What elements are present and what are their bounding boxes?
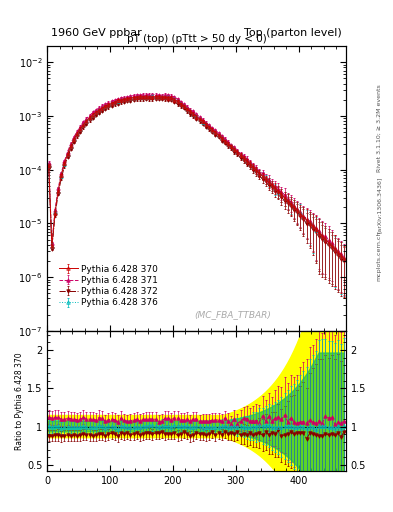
Text: 1960 GeV ppbar: 1960 GeV ppbar: [51, 28, 142, 38]
Text: [arXiv:1306.3436]: [arXiv:1306.3436]: [377, 177, 382, 233]
Legend: Pythia 6.428 370, Pythia 6.428 371, Pythia 6.428 372, Pythia 6.428 376: Pythia 6.428 370, Pythia 6.428 371, Pyth…: [58, 263, 160, 309]
Text: mcplots.cern.ch: mcplots.cern.ch: [377, 231, 382, 281]
Title: pT (top) (pTtt > 50 dy < 0): pT (top) (pTtt > 50 dy < 0): [127, 34, 266, 44]
Text: (MC_FBA_TTBAR): (MC_FBA_TTBAR): [194, 310, 271, 319]
Text: Rivet 3.1.10; ≥ 3.2M events: Rivet 3.1.10; ≥ 3.2M events: [377, 84, 382, 172]
Polygon shape: [49, 273, 344, 512]
Text: Top (parton level): Top (parton level): [244, 28, 342, 38]
Polygon shape: [49, 353, 344, 500]
Y-axis label: Ratio to Pythia 6.428 370: Ratio to Pythia 6.428 370: [15, 352, 24, 450]
